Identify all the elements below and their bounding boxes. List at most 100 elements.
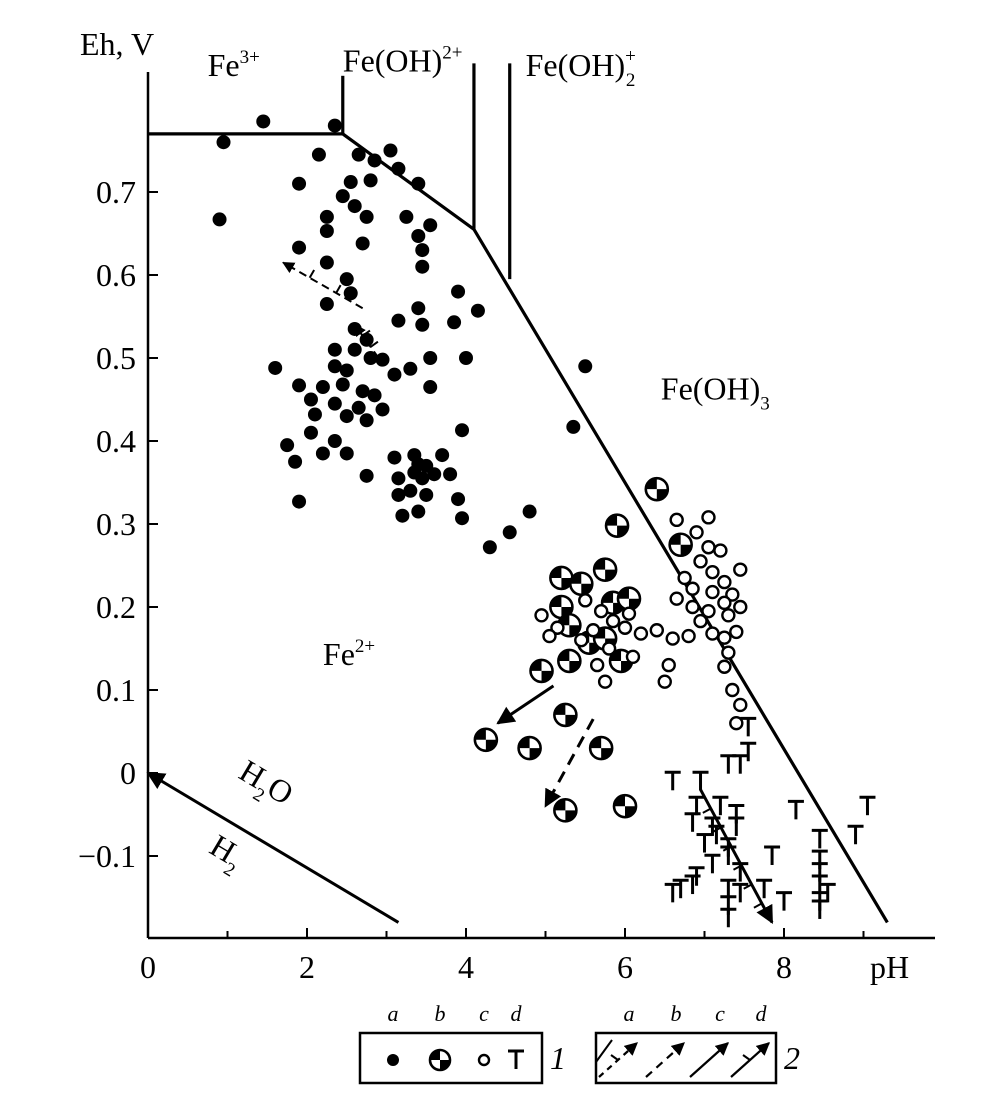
point-a xyxy=(502,525,517,540)
point-a xyxy=(459,351,473,365)
point-a xyxy=(351,147,366,162)
point-a xyxy=(415,259,430,274)
point-a xyxy=(363,173,378,188)
point-a xyxy=(411,176,426,191)
point-a xyxy=(443,467,458,482)
point-a xyxy=(403,483,418,498)
point-c xyxy=(681,628,696,644)
point-c xyxy=(705,584,720,600)
point-b-quad xyxy=(474,728,486,740)
point-a xyxy=(375,352,390,367)
point-a xyxy=(335,377,350,392)
point-a xyxy=(335,189,350,204)
legend-letter: c xyxy=(715,1001,725,1026)
point-a xyxy=(307,407,322,422)
point-d xyxy=(720,907,737,928)
text-labels: Fe3+ Fe(OH)2+ Fe(OH)+ 2 Fe(OH)3 Fe2+ H2O H2 xyxy=(204,43,770,882)
legend-box-2 xyxy=(594,1031,778,1085)
point-a xyxy=(566,419,581,434)
point-d xyxy=(720,878,737,899)
arrow-tick xyxy=(308,269,315,279)
point-a xyxy=(411,228,426,243)
point-d xyxy=(811,899,828,919)
legend-arrow-tick xyxy=(610,1054,619,1061)
arrow-tick xyxy=(335,284,342,294)
legend-letter: c xyxy=(479,1001,489,1026)
species-label: Fe(OH)+ 2 xyxy=(526,46,636,91)
point-a xyxy=(423,218,438,233)
point-c xyxy=(621,606,637,621)
point-a xyxy=(363,351,378,365)
point-a xyxy=(391,313,406,328)
point-b-quad xyxy=(621,660,633,672)
point-c xyxy=(597,674,613,689)
point-c xyxy=(574,633,589,648)
point-c xyxy=(542,628,557,644)
point-a xyxy=(359,332,374,347)
point-a xyxy=(343,175,358,190)
point-d xyxy=(708,824,725,845)
trend-arrows xyxy=(146,261,774,924)
x-tick-label: 6 xyxy=(617,949,633,985)
point-c xyxy=(625,649,641,664)
point-b xyxy=(529,658,554,684)
point-b-quad xyxy=(541,670,553,682)
point-d xyxy=(508,1049,524,1069)
point-c xyxy=(605,613,621,629)
arrow-trend-c xyxy=(544,718,595,808)
point-c xyxy=(733,599,748,615)
arrow-trend-d xyxy=(699,788,774,924)
point-c xyxy=(669,512,684,528)
point-b-quad xyxy=(617,587,629,599)
point-a xyxy=(311,147,326,162)
point-a xyxy=(451,492,466,507)
point-d xyxy=(664,882,681,903)
point-b-quad xyxy=(550,566,562,578)
point-b-quad xyxy=(680,544,692,556)
point-b xyxy=(668,532,693,558)
point-d xyxy=(684,874,701,895)
point-b xyxy=(644,476,670,502)
point-c xyxy=(701,603,716,619)
point-b-quad xyxy=(601,748,613,760)
point-b xyxy=(473,727,499,753)
point-a xyxy=(315,380,330,395)
point-a xyxy=(423,351,438,365)
point-b-quad xyxy=(590,737,602,749)
point-a xyxy=(327,359,342,374)
data-points xyxy=(212,114,876,928)
legend-letter: b xyxy=(435,1001,446,1026)
point-a xyxy=(319,297,334,312)
point-b-quad xyxy=(610,649,622,661)
point-c xyxy=(701,540,716,555)
point-a xyxy=(343,286,358,301)
point-a xyxy=(327,396,342,411)
point-c xyxy=(733,562,748,577)
point-d xyxy=(740,741,757,762)
point-b-quad xyxy=(645,478,657,490)
point-a xyxy=(522,504,537,519)
legend-arrow xyxy=(689,1042,729,1078)
point-c xyxy=(593,603,609,619)
point-a xyxy=(399,209,414,224)
point-a xyxy=(355,384,370,399)
species-label: Fe3+ xyxy=(208,47,260,83)
y-tick-label: 0.1 xyxy=(96,672,136,708)
point-c xyxy=(586,623,601,638)
point-b-quad xyxy=(529,748,541,760)
x-tick-label: 0 xyxy=(140,949,156,985)
point-a xyxy=(339,363,354,378)
point-c xyxy=(721,645,736,660)
point-a xyxy=(411,504,426,519)
point-b-quad xyxy=(558,649,570,661)
point-b-quad xyxy=(581,583,593,595)
point-c xyxy=(689,525,704,540)
point-b-quad xyxy=(570,572,582,584)
x-tick-label: 4 xyxy=(458,949,474,985)
point-a xyxy=(256,114,271,129)
legend-arrow-tick xyxy=(742,1054,751,1061)
point-a xyxy=(292,378,307,393)
point-a xyxy=(319,255,334,270)
